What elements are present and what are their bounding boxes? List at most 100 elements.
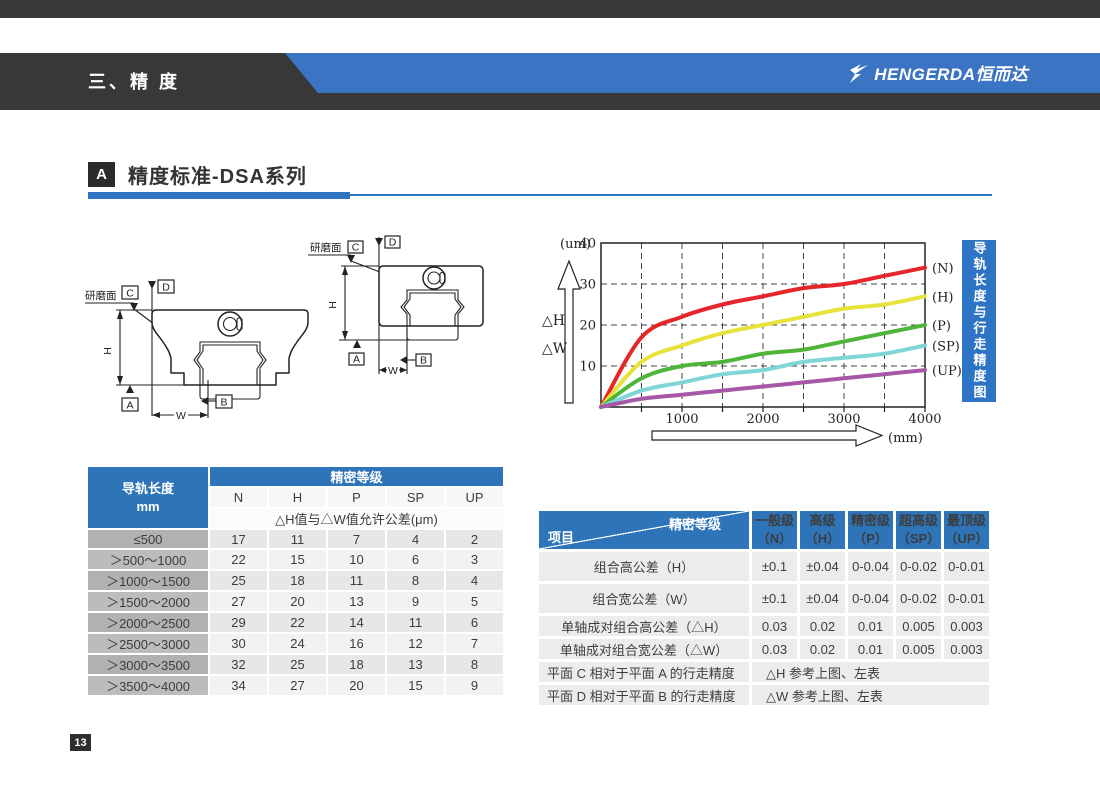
tolerance-value-cell: 16 xyxy=(328,634,385,653)
tolerance-value-cell: 9 xyxy=(387,592,444,611)
tolerance-value-cell: 4 xyxy=(387,530,444,548)
datum-d-label: D xyxy=(162,282,170,294)
datum-b-label: B xyxy=(420,355,427,367)
tolerance-value-cell: 8 xyxy=(446,655,503,674)
tolerance-value-cell: 29 xyxy=(210,613,267,632)
tolerance-value-cell: 0.003 xyxy=(944,616,989,636)
tolerance-value-cell: 18 xyxy=(328,655,385,674)
chart-legend: (N) (H) (P) (SP) (UP) xyxy=(932,262,962,380)
datum-a-triangle-icon xyxy=(126,385,134,393)
item-label-cell: 单轴成对组合高公差（△H） xyxy=(539,616,749,636)
table-row: 组合高公差（H） ±0.1 ±0.04 0-0.04 0-0.02 0-0.01 xyxy=(539,552,989,581)
series-curve-h xyxy=(599,294,927,409)
table-row: ＞1000～1500 25 18 11 8 4 xyxy=(88,571,503,590)
table-row: 单轴成对组合宽公差（△W） 0.03 0.02 0.01 0.005 0.003 xyxy=(539,639,989,659)
datum-marker-icon xyxy=(347,255,355,263)
series-curve-n xyxy=(599,265,927,409)
datum-a-label: A xyxy=(353,354,360,366)
grade-column-header: 高级 （H） xyxy=(800,511,845,549)
chart-curves xyxy=(599,265,927,409)
y-axis-arrow-icon xyxy=(557,259,581,404)
table-row: 单轴成对组合高公差（△H） 0.03 0.02 0.01 0.005 0.003 xyxy=(539,616,989,636)
length-range-cell: ＞2500～3000 xyxy=(88,634,208,653)
flag-d-icon xyxy=(375,238,383,246)
left-table-subheader: △H值与△W值允许公差(μm) xyxy=(210,509,503,528)
reference-note-cell: △W 参考上图、左表 xyxy=(752,685,989,705)
tolerance-value-cell: ±0.1 xyxy=(752,584,797,613)
header-blue-ribbon xyxy=(285,53,1100,93)
delta-w-label: △W xyxy=(542,341,568,357)
svg-text:20: 20 xyxy=(579,319,596,334)
svg-text:10: 10 xyxy=(579,360,596,375)
tolerance-value-cell: 0.003 xyxy=(944,639,989,659)
left-table-group-header: 精密等级 xyxy=(210,467,503,486)
dim-h-label: H xyxy=(327,301,339,309)
tolerance-value-cell: 5 xyxy=(446,592,503,611)
tolerance-value-cell: 27 xyxy=(269,676,326,695)
tolerance-value-cell: 9 xyxy=(446,676,503,695)
corner-top-label: 精密等级 xyxy=(668,517,721,532)
x-axis-arrow-icon xyxy=(651,424,884,447)
svg-text:30: 30 xyxy=(579,278,596,293)
length-range-cell: ＞3500～4000 xyxy=(88,676,208,695)
section-header: A 精度标准-DSA系列 xyxy=(88,160,307,189)
table-row: 平面 C 相对于平面 A 的行走精度 △H 参考上图、左表 xyxy=(539,662,989,682)
grade-column-header: 最顶级 （UP） xyxy=(944,511,989,549)
datum-marker-icon xyxy=(130,303,138,311)
table-row: ＞1500～2000 27 20 13 9 5 xyxy=(88,592,503,611)
item-label-cell: 组合宽公差（W） xyxy=(539,584,749,613)
table-row: ＞3500～4000 34 27 20 15 9 xyxy=(88,676,503,695)
grinding-surface-label: 研磨面 xyxy=(310,242,342,254)
legend-label: (H) xyxy=(932,290,953,305)
tolerance-value-cell: 2 xyxy=(446,530,503,548)
grade-column-header: H xyxy=(269,488,326,507)
grease-nipple-icon xyxy=(422,266,446,290)
left-table-rowhead-header: 导轨长度 mm xyxy=(88,467,208,528)
series-curve-up xyxy=(599,368,927,409)
tolerance-by-grade-table: 精密等级 项目 一般级 （N） 高级 （H） 精密级 （P） 超高级 （SP） 最顶级 （UP） 组合高… xyxy=(536,508,992,708)
tolerance-value-cell: 7 xyxy=(446,634,503,653)
table-row: ＞2000～2500 29 22 14 11 6 xyxy=(88,613,503,632)
tolerance-value-cell: 11 xyxy=(328,571,385,590)
datum-a-triangle-icon xyxy=(353,340,361,348)
tolerance-value-cell: 3 xyxy=(446,550,503,569)
svg-text:1000: 1000 xyxy=(665,412,698,427)
tolerance-value-cell: 0.03 xyxy=(752,616,797,636)
tolerance-value-cell: 25 xyxy=(269,655,326,674)
svg-text:3000: 3000 xyxy=(827,412,860,427)
delta-h-label: △H xyxy=(542,313,565,329)
chart-tick-labels: 1000 2000 3000 4000 10 20 30 40 xyxy=(579,237,941,428)
tolerance-value-cell: 20 xyxy=(328,676,385,695)
tolerance-value-cell: 0.005 xyxy=(896,639,941,659)
tolerance-value-cell: 0-0.01 xyxy=(944,552,989,581)
tolerance-value-cell: 0.02 xyxy=(800,616,845,636)
tolerance-value-cell: ±0.04 xyxy=(800,584,845,613)
tolerance-value-cell: 25 xyxy=(210,571,267,590)
table-row: ＞2500～3000 30 24 16 12 7 xyxy=(88,634,503,653)
tolerance-value-cell: 20 xyxy=(269,592,326,611)
section-badge: A xyxy=(88,162,115,187)
tolerance-value-cell: 27 xyxy=(210,592,267,611)
tolerance-value-cell: 13 xyxy=(328,592,385,611)
tolerance-value-cell: 6 xyxy=(387,550,444,569)
item-label-cell: 组合高公差（H） xyxy=(539,552,749,581)
legend-label: (N) xyxy=(932,262,954,277)
tolerance-value-cell: 8 xyxy=(387,571,444,590)
table-row: 平面 D 相对于平面 B 的行走精度 △W 参考上图、左表 xyxy=(539,685,989,705)
length-range-cell: ＞1000～1500 xyxy=(88,571,208,590)
table-row: 组合宽公差（W） ±0.1 ±0.04 0-0.04 0-0.02 0-0.01 xyxy=(539,584,989,613)
reference-note-cell: △H 参考上图、左表 xyxy=(752,662,989,682)
brand-logo: HENGERDA恒而达 xyxy=(847,60,1028,85)
dim-h-label: H xyxy=(102,347,114,355)
y-unit-label: (um) xyxy=(560,237,591,252)
flag-d-icon xyxy=(148,281,156,289)
tolerance-value-cell: 18 xyxy=(269,571,326,590)
section-underline-thin xyxy=(350,194,992,196)
grade-column-header: 精密级 （P） xyxy=(848,511,893,549)
tolerance-value-cell: 13 xyxy=(387,655,444,674)
tolerance-value-cell: 0-0.02 xyxy=(896,552,941,581)
dim-w-label: W xyxy=(176,410,186,422)
datum-c-label: C xyxy=(126,288,134,300)
legend-label: (SP) xyxy=(932,340,960,355)
